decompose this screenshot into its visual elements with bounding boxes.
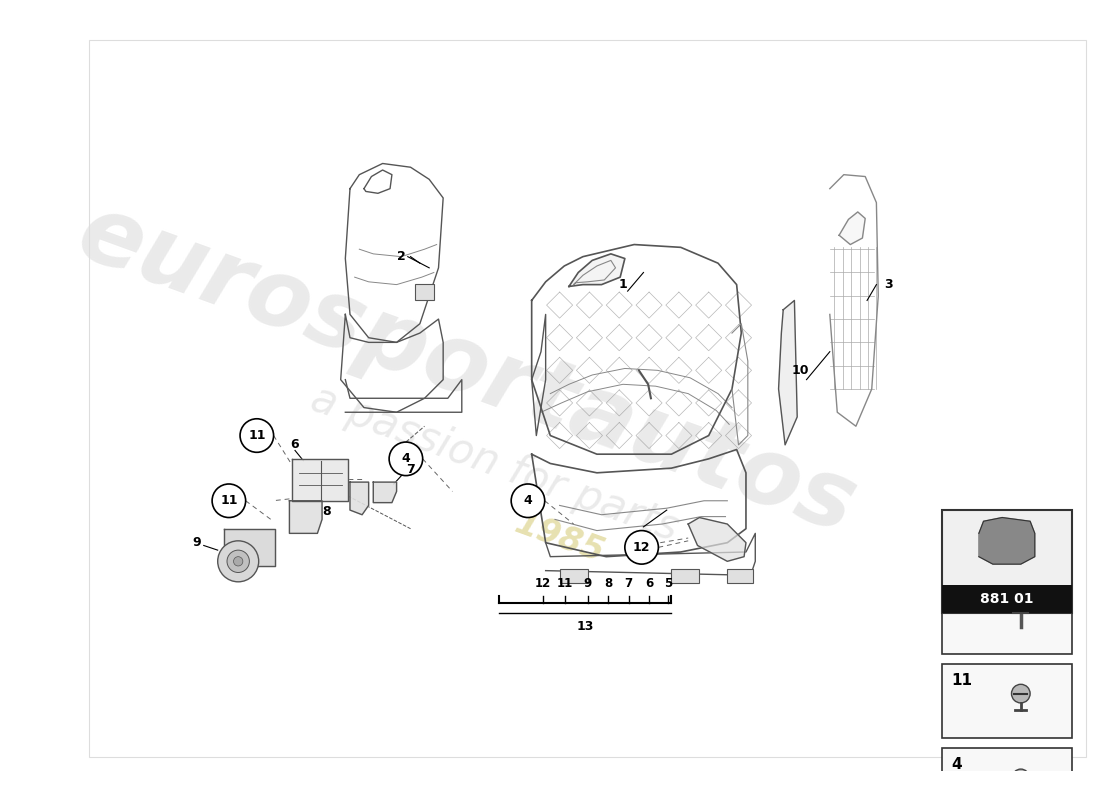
Polygon shape: [293, 459, 348, 501]
Circle shape: [1012, 769, 1030, 786]
Circle shape: [240, 418, 274, 452]
Polygon shape: [779, 301, 798, 445]
FancyBboxPatch shape: [942, 585, 1072, 613]
Text: 12: 12: [950, 590, 972, 604]
Polygon shape: [569, 254, 625, 286]
Text: 11: 11: [220, 494, 238, 507]
Text: 11: 11: [950, 673, 972, 688]
Text: 8: 8: [322, 506, 331, 518]
Text: 4: 4: [402, 452, 410, 466]
Polygon shape: [689, 518, 746, 562]
Text: 11: 11: [249, 429, 265, 442]
FancyBboxPatch shape: [415, 284, 433, 301]
FancyBboxPatch shape: [671, 569, 700, 582]
Text: 6: 6: [290, 438, 299, 451]
Polygon shape: [224, 529, 275, 566]
Polygon shape: [289, 501, 322, 534]
Text: 9: 9: [583, 578, 592, 590]
Circle shape: [625, 530, 659, 564]
Text: 1985: 1985: [510, 506, 609, 570]
Polygon shape: [839, 212, 866, 245]
Text: eurosportautos: eurosportautos: [65, 186, 868, 554]
Text: 6: 6: [645, 578, 653, 590]
Circle shape: [512, 484, 544, 518]
FancyBboxPatch shape: [727, 569, 754, 582]
FancyBboxPatch shape: [942, 580, 1072, 654]
Circle shape: [212, 484, 245, 518]
Text: 4: 4: [524, 494, 532, 507]
Circle shape: [1012, 684, 1030, 703]
Circle shape: [389, 442, 422, 476]
Text: 12: 12: [632, 541, 650, 554]
Text: 11: 11: [557, 578, 573, 590]
Text: 2: 2: [397, 250, 406, 263]
FancyBboxPatch shape: [942, 748, 1072, 800]
FancyBboxPatch shape: [942, 510, 1072, 613]
Text: 3: 3: [883, 278, 892, 291]
Text: 5: 5: [663, 578, 672, 590]
FancyBboxPatch shape: [560, 569, 587, 582]
Text: a passion for parts: a passion for parts: [305, 378, 684, 550]
FancyBboxPatch shape: [942, 664, 1072, 738]
Polygon shape: [979, 518, 1035, 564]
Text: 13: 13: [576, 620, 594, 633]
Polygon shape: [350, 482, 368, 514]
Text: 7: 7: [406, 462, 415, 475]
Circle shape: [218, 541, 258, 582]
Text: 1: 1: [619, 278, 628, 291]
Circle shape: [1013, 590, 1028, 604]
Text: 881 01: 881 01: [980, 591, 1034, 606]
Polygon shape: [373, 482, 397, 502]
Text: 4: 4: [950, 757, 961, 772]
Text: 10: 10: [792, 364, 810, 377]
Text: 8: 8: [604, 578, 613, 590]
Text: 12: 12: [535, 578, 551, 590]
Text: 7: 7: [625, 578, 632, 590]
Circle shape: [227, 550, 250, 573]
Text: 9: 9: [192, 536, 201, 549]
Circle shape: [233, 557, 243, 566]
